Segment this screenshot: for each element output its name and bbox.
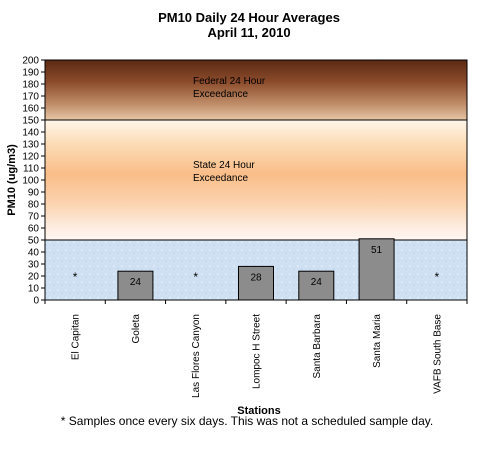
band-label-line2: Exceedance [193,173,248,184]
no-sample-marker: * [435,270,440,284]
bar-value-label: 24 [130,277,142,288]
y-tick-label: 90 [28,188,40,199]
exceedance-bands: Federal 24 Hour Exceedance State 24 Hour Ex… [45,60,467,300]
y-tick-label: 40 [28,248,40,259]
bar-value-label: 28 [250,272,262,283]
bar-goleta [117,270,154,301]
federal-exceedance-band [45,60,467,120]
y-tick-label: 70 [28,212,40,223]
footnote: * Samples once every six days. This was … [60,414,434,428]
y-tick-label: 150 [22,116,39,127]
y-tick-label: 60 [28,224,40,235]
y-tick-label: 0 [33,296,39,307]
chart-title: PM10 Daily 24 Hour Averages [158,10,340,25]
y-tick-label: 50 [28,236,40,247]
x-tick-label: VAFB South Base [432,314,443,394]
x-tick-label: Lompoc H Street [252,314,263,389]
band-label-line1: State 24 Hour [193,160,255,171]
y-tick-label: 170 [22,92,39,103]
y-tick-label: 110 [23,164,39,175]
y-tick-label: 20 [28,272,40,283]
y-tick-label: 200 [22,56,39,67]
bar-santa-maria [358,238,395,301]
y-tick-label: 140 [22,128,39,139]
x-tick-label: Santa Barbara [312,314,323,379]
y-tick-label: 130 [22,140,39,151]
x-tick-label: Las Flores Canyon [191,314,202,398]
y-tick-label: 160 [22,104,39,115]
axes: 0102030405060708090100110120130140150160… [22,56,468,398]
x-tick-label: El Capitan [71,314,82,360]
y-axis-label: PM10 (ug/m3) [6,144,18,216]
no-sample-marker: * [193,270,198,284]
x-axis-label: Stations [237,405,280,417]
bar-value-label: 24 [311,277,323,288]
state-exceedance-band [45,120,467,240]
y-tick-label: 10 [28,284,40,295]
y-tick-label: 30 [28,260,40,271]
y-tick-label: 180 [22,80,39,91]
no-sample-marker: * [73,270,78,284]
band-label-line1: Federal 24 Hour [193,76,266,87]
y-tick-label: 100 [22,176,39,187]
y-tick-label: 80 [28,200,40,211]
bar-lompoc-h-street [238,265,274,301]
chart-subtitle: April 11, 2010 [207,25,290,40]
y-tick-label: 120 [22,152,39,163]
x-tick-label: Santa Maria [372,314,383,368]
x-tick-label: Goleta [131,314,142,344]
y-tick-label: 190 [22,68,39,79]
bar-santa-barbara [298,270,335,301]
bar-value-label: 51 [371,245,383,256]
band-label-line2: Exceedance [193,89,248,100]
bars: * 24 * 28 24 51 * [73,238,440,301]
